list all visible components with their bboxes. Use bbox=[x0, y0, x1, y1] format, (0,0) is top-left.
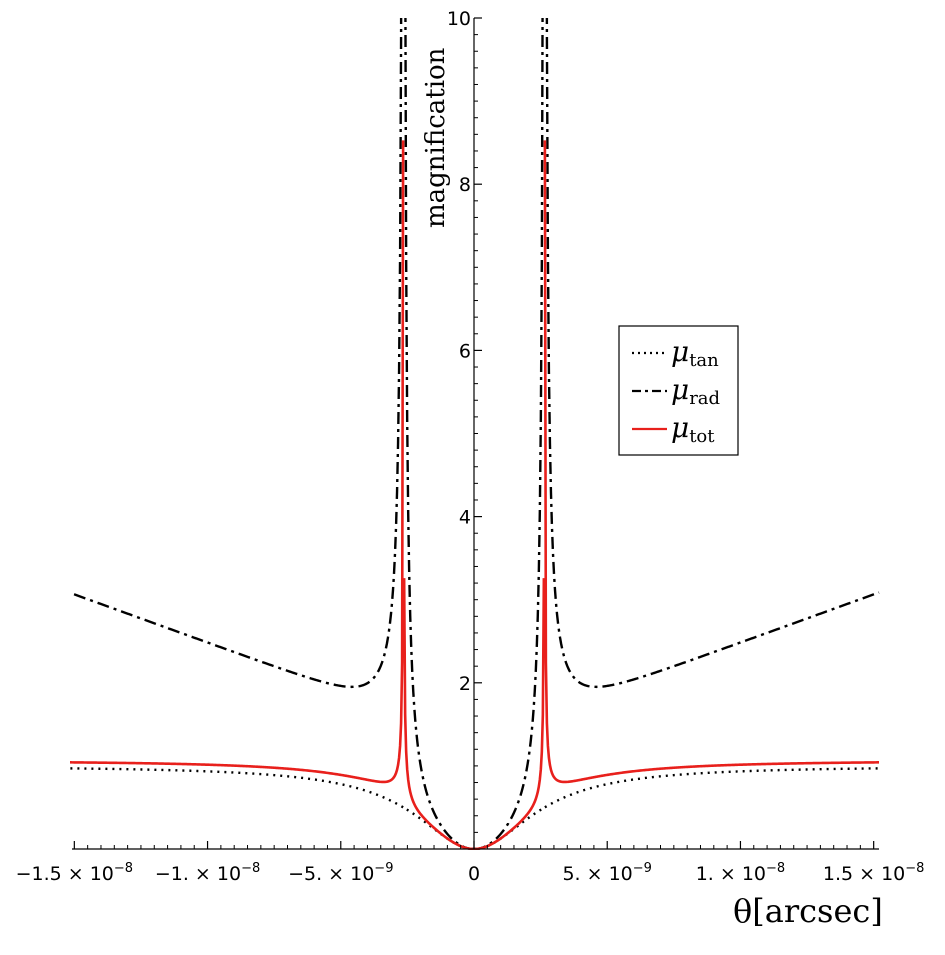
x-tick-mantissa: 1. × 10 bbox=[696, 863, 766, 885]
axes: −1.5 × 10−8 −1. × 10−8 −5. × 10−9 0 5. × 10−… bbox=[16, 8, 925, 885]
x-tick-label: −1. × 10−8 bbox=[155, 861, 260, 885]
legend-label-tot: μtot bbox=[671, 411, 715, 447]
x-tick-exponent: −9 bbox=[633, 861, 652, 876]
x-tick-label: 5. × 10−9 bbox=[562, 861, 651, 885]
y-tick-label: 6 bbox=[459, 340, 471, 362]
legend-symbol: μ bbox=[671, 373, 689, 406]
x-tick-exponent: −8 bbox=[241, 861, 260, 876]
legend-subscript: tan bbox=[689, 350, 719, 371]
series-rad-curve-left bbox=[70, 18, 475, 850]
series-tot-curve-left bbox=[70, 140, 475, 850]
x-tick-exponent: −8 bbox=[905, 861, 924, 876]
x-tick-mantissa: 0 bbox=[468, 863, 480, 885]
series-tot-curve-right bbox=[473, 140, 880, 850]
x-tick-mantissa: 5. × 10 bbox=[562, 863, 632, 885]
y-tick-label: 2 bbox=[459, 673, 471, 695]
legend-label-tan: μtan bbox=[671, 335, 719, 371]
x-tick-label: −5. × 10−9 bbox=[288, 861, 393, 885]
x-tick-mantissa: 1.5 × 10 bbox=[823, 863, 905, 885]
legend-label-rad: μrad bbox=[671, 373, 720, 409]
x-tick-mantissa: −1.5 × 10 bbox=[16, 863, 114, 885]
legend-subscript: rad bbox=[689, 388, 720, 409]
legend-symbol: μ bbox=[671, 411, 689, 444]
x-tick-label: −1.5 × 10−8 bbox=[16, 861, 133, 885]
x-tick-mantissa: −1. × 10 bbox=[155, 863, 241, 885]
x-tick-mantissa: −5. × 10 bbox=[288, 863, 374, 885]
x-axis-label: θ[arcsec] bbox=[733, 892, 883, 930]
y-axis-label: magnification bbox=[421, 47, 451, 228]
x-tick-label: 0 bbox=[468, 863, 480, 885]
y-tick-label: 10 bbox=[447, 8, 471, 30]
x-tick-exponent: −8 bbox=[766, 861, 785, 876]
legend-subscript: tot bbox=[689, 426, 715, 447]
x-tick-label: 1.5 × 10−8 bbox=[823, 861, 925, 885]
x-tick-exponent: −9 bbox=[374, 861, 393, 876]
x-tick-exponent: −8 bbox=[114, 861, 133, 876]
series-rad-curve-right bbox=[473, 18, 880, 850]
y-tick-label: 8 bbox=[459, 174, 471, 196]
series-tan-curve-left bbox=[70, 767, 475, 850]
y-tick-label: 4 bbox=[459, 507, 471, 529]
series-curves bbox=[70, 18, 880, 850]
series-tan-curve-right bbox=[473, 767, 880, 850]
x-tick-label: 1. × 10−8 bbox=[696, 861, 785, 885]
legend-symbol: μ bbox=[671, 335, 689, 368]
